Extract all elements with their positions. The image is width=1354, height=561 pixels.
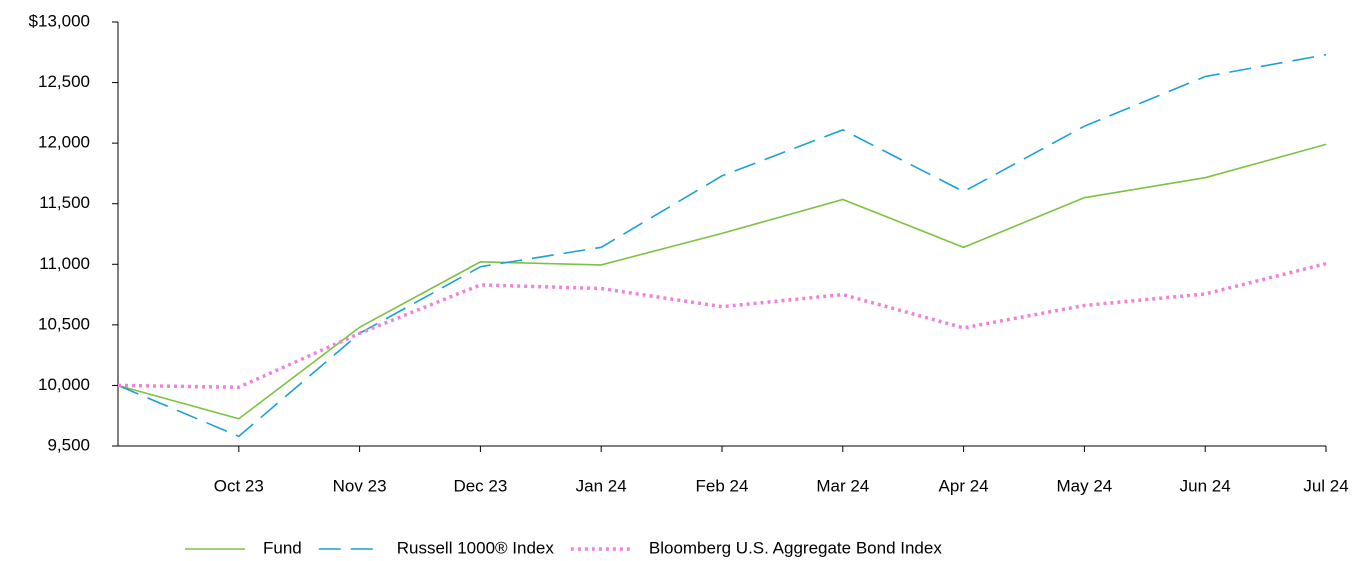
y-tick-label: 12,000 <box>38 133 90 152</box>
series-line <box>117 261 1327 390</box>
series-line <box>117 53 1327 438</box>
x-tick-label: Jan 24 <box>576 476 627 495</box>
x-tick-label: May 24 <box>1057 476 1113 495</box>
x-tick-label: Apr 24 <box>939 476 989 495</box>
series-line <box>117 143 1327 420</box>
y-tick-label: 10,500 <box>38 314 90 333</box>
y-tick-label: 11,000 <box>39 254 90 273</box>
x-tick-label: Mar 24 <box>816 476 869 495</box>
x-tick-label: Oct 23 <box>214 476 264 495</box>
x-tick-label: Jun 24 <box>1180 476 1231 495</box>
y-tick-label: 9,500 <box>47 435 90 454</box>
y-tick-label: 12,500 <box>38 72 90 91</box>
y-tick-label: $13,000 <box>29 11 90 30</box>
x-tick-label: Jul 24 <box>1303 476 1348 495</box>
legend-label: Bloomberg U.S. Aggregate Bond Index <box>649 538 942 557</box>
legend-label: Fund <box>263 538 302 557</box>
legend-label: Russell 1000® Index <box>397 538 555 557</box>
y-tick-label: 10,000 <box>38 375 90 394</box>
x-tick-label: Nov 23 <box>333 476 387 495</box>
x-tick-label: Feb 24 <box>696 476 749 495</box>
y-tick-label: 11,500 <box>39 193 90 212</box>
x-tick-label: Dec 23 <box>453 476 507 495</box>
